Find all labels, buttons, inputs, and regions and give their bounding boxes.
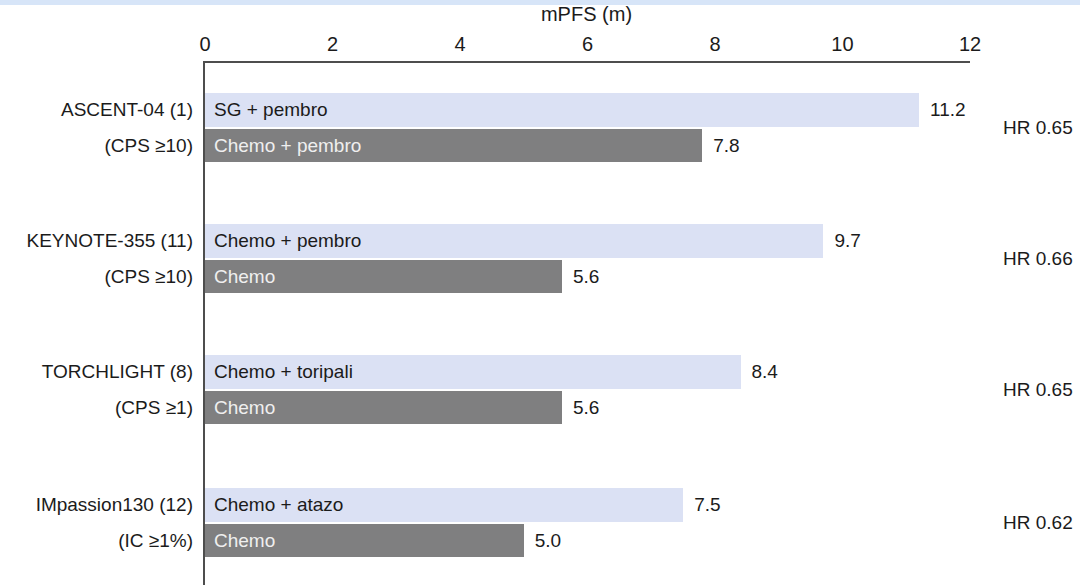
bar-area: Chemo + toripali 8.4 Chemo 5.6	[205, 355, 970, 424]
trial-label: IMpassion130 (12) (IC ≥1%)	[0, 488, 205, 557]
trial-name: IMpassion130 (12)	[0, 488, 193, 522]
bar-experimental: SG + pembro 11.2	[205, 93, 919, 127]
bar-experimental: Chemo + atazo 7.5	[205, 488, 683, 522]
trial-label: ASCENT-04 (1) (CPS ≥10)	[0, 93, 205, 162]
trial-name: TORCHLIGHT (8)	[0, 355, 193, 389]
hazard-ratio-label: HR 0.62	[970, 488, 1080, 557]
x-axis-tick: 6	[582, 33, 593, 56]
hazard-ratio-label: HR 0.65	[970, 93, 1080, 162]
bar-control: Chemo 5.6	[205, 260, 562, 293]
trial-label: KEYNOTE-355 (11) (CPS ≥10)	[0, 224, 205, 293]
hazard-ratio-label: HR 0.65	[970, 355, 1080, 424]
trial-group-torchlight: TORCHLIGHT (8) (CPS ≥1) Chemo + toripali…	[0, 355, 1080, 424]
bar-value: 5.6	[573, 266, 599, 288]
bar-value: 7.8	[713, 135, 739, 157]
bar-value: 11.2	[930, 99, 966, 121]
trial-group-keynote-355: KEYNOTE-355 (11) (CPS ≥10) Chemo + pembr…	[0, 224, 1080, 293]
x-axis-tick: 12	[959, 33, 981, 56]
trial-subgroup: (CPS ≥10)	[0, 260, 193, 293]
bar-experimental: Chemo + toripali 8.4	[205, 355, 741, 389]
bar-label: Chemo + toripali	[214, 361, 353, 383]
bar-area: SG + pembro 11.2 Chemo + pembro 7.8	[205, 93, 970, 162]
trial-subgroup: (CPS ≥1)	[0, 391, 193, 424]
bar-control: Chemo 5.0	[205, 524, 524, 557]
bar-value: 8.4	[752, 361, 778, 383]
bar-control: Chemo + pembro 7.8	[205, 129, 702, 162]
chart-title: mPFS (m)	[203, 3, 970, 26]
bar-value: 9.7	[834, 230, 860, 252]
bar-value: 5.0	[535, 530, 561, 552]
bar-value: 7.5	[694, 494, 720, 516]
bar-control: Chemo 5.6	[205, 391, 562, 424]
bar-label: Chemo + pembro	[214, 230, 361, 252]
x-axis-tick: 8	[709, 33, 720, 56]
bar-label: Chemo + pembro	[214, 135, 361, 157]
trial-subgroup: (IC ≥1%)	[0, 524, 193, 557]
trial-group-impassion130: IMpassion130 (12) (IC ≥1%) Chemo + atazo…	[0, 488, 1080, 557]
bar-value: 5.6	[573, 397, 599, 419]
hazard-ratio-label: HR 0.66	[970, 224, 1080, 293]
bar-experimental: Chemo + pembro 9.7	[205, 224, 823, 258]
chart-figure: mPFS (m) 0 2 4 6 8 10 12 ASCENT-04 (1) (…	[0, 0, 1080, 585]
trial-name: ASCENT-04 (1)	[0, 93, 193, 127]
bar-label: Chemo	[214, 397, 275, 419]
x-axis-tick: 10	[831, 33, 853, 56]
trial-label: TORCHLIGHT (8) (CPS ≥1)	[0, 355, 205, 424]
x-axis-tick: 0	[199, 33, 210, 56]
trial-name: KEYNOTE-355 (11)	[0, 224, 193, 258]
x-axis-tick: 2	[327, 33, 338, 56]
bar-label: Chemo + atazo	[214, 494, 343, 516]
trial-group-ascent-04: ASCENT-04 (1) (CPS ≥10) SG + pembro 11.2…	[0, 93, 1080, 162]
trial-subgroup: (CPS ≥10)	[0, 129, 193, 162]
bar-label: Chemo	[214, 530, 275, 552]
bar-label: SG + pembro	[214, 99, 328, 121]
bar-label: Chemo	[214, 266, 275, 288]
x-axis-ticks: 0 2 4 6 8 10 12	[205, 33, 970, 57]
x-axis-tick: 4	[454, 33, 465, 56]
bar-area: Chemo + pembro 9.7 Chemo 5.6	[205, 224, 970, 293]
bar-area: Chemo + atazo 7.5 Chemo 5.0	[205, 488, 970, 557]
